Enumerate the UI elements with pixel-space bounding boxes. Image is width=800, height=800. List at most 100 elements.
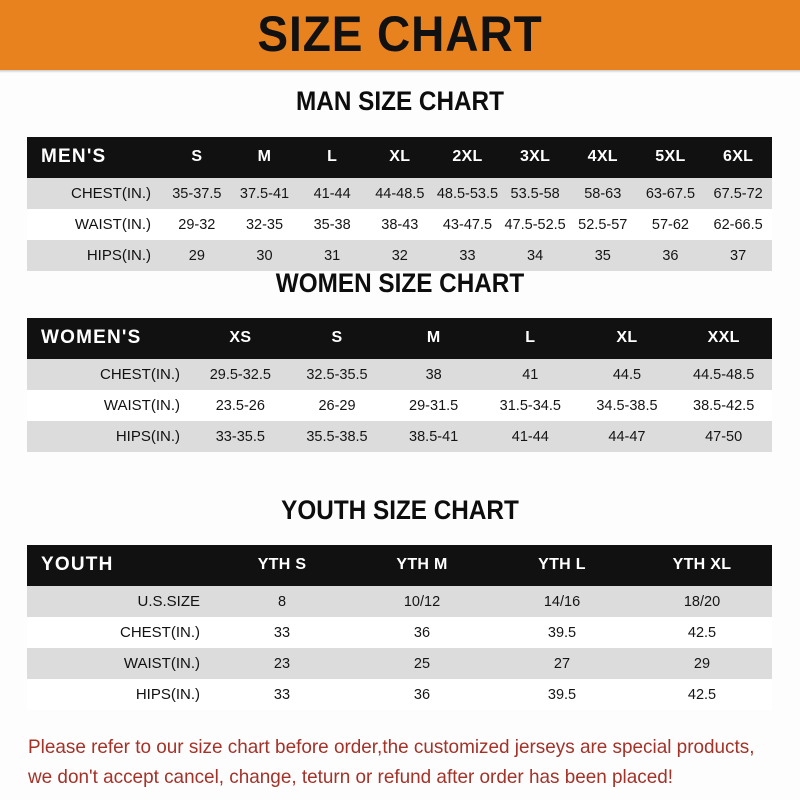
women-size-column-header: XL xyxy=(616,329,638,346)
men-measurement-value: 29 xyxy=(188,247,205,264)
men-measurement-value: 53.5-58 xyxy=(510,185,560,202)
women-size-column-header: L xyxy=(525,329,536,346)
women-measurement-value: 26-29 xyxy=(318,397,356,414)
women-measurement-value: 38 xyxy=(425,366,442,383)
women-measurement-value: 41 xyxy=(522,366,539,383)
men-size-column-header: 6XL xyxy=(723,148,754,165)
youth-header-row: YOUTH YTH S YTH M YTH L YTH XL xyxy=(27,545,772,586)
youth-measurement-value: 23 xyxy=(273,655,291,672)
table-row: CHEST(IN.) 29.5-32.5 32.5-35.5 38 41 44.5 44.5… xyxy=(27,359,772,390)
men-size-column-header: S xyxy=(191,148,203,165)
women-size-table: WOMEN'S XS S M L XL XXL CHEST(IN.) 29.5-32.5 32.5… xyxy=(27,318,772,452)
men-header-label: MEN'S xyxy=(41,146,107,167)
page-title: SIZE CHART xyxy=(257,6,543,62)
men-measurement-value: 43-47.5 xyxy=(442,216,493,233)
men-measurement-value: 32 xyxy=(391,247,408,264)
men-size-column-header: 2XL xyxy=(452,148,483,165)
men-measurement-value: 63-67.5 xyxy=(645,185,696,202)
women-size-column-header: XXL xyxy=(707,329,740,346)
men-measurement-value: 32-35 xyxy=(245,216,284,233)
men-measurement-value: 37 xyxy=(730,247,747,264)
men-measurement-value: 48.5-53.5 xyxy=(436,185,499,202)
men-measurement-label: CHEST(IN.) xyxy=(71,185,151,202)
youth-measurement-value: 42.5 xyxy=(687,624,717,641)
men-measurement-value: 31 xyxy=(324,247,341,264)
men-measurement-value: 35-38 xyxy=(313,216,351,233)
footer-line-2: we don't accept cancel, change, teturn o… xyxy=(28,766,674,788)
table-row: HIPS(IN.) 29 30 31 32 33 34 35 36 37 xyxy=(27,240,772,271)
men-measurement-label: HIPS(IN.) xyxy=(86,247,151,264)
women-measurement-value: 35.5-38.5 xyxy=(306,428,368,445)
youth-measurement-value: 29 xyxy=(693,655,711,672)
youth-measurement-value: 25 xyxy=(413,655,431,672)
youth-measurement-value: 36 xyxy=(413,624,431,641)
women-measurement-value: 29-31.5 xyxy=(409,397,459,414)
table-row: WAIST(IN.) 29-32 32-35 35-38 38-43 43-47.5 47.… xyxy=(27,209,772,240)
women-measurement-value: 32.5-35.5 xyxy=(306,366,368,383)
table-row: WAIST(IN.) 23 25 27 29 xyxy=(27,648,772,679)
youth-measurement-value: 39.5 xyxy=(547,686,577,703)
women-measurement-value: 33-35.5 xyxy=(215,428,265,445)
men-measurement-value: 44-48.5 xyxy=(375,185,425,202)
women-measurement-label: HIPS(IN.) xyxy=(115,428,180,445)
women-measurement-value: 38.5-41 xyxy=(409,428,459,445)
men-measurement-value: 35 xyxy=(594,247,611,264)
men-size-column-header: L xyxy=(327,148,338,165)
men-measurement-value: 62-66.5 xyxy=(713,216,763,233)
women-section-title: WOMEN SIZE CHART xyxy=(275,268,525,298)
youth-measurement-value: 8 xyxy=(277,593,287,610)
men-measurement-value: 41-44 xyxy=(313,185,351,202)
men-measurement-value: 52.5-57 xyxy=(578,216,628,233)
men-measurement-value: 37.5-41 xyxy=(239,185,290,202)
women-measurement-value: 47-50 xyxy=(705,428,743,445)
men-size-column-header: M xyxy=(257,148,272,165)
women-header-row: WOMEN'S XS S M L XL XXL xyxy=(27,318,772,359)
men-section-title: MAN SIZE CHART xyxy=(296,86,504,116)
women-measurement-value: 23.5-26 xyxy=(215,397,265,414)
men-measurement-value: 47.5-52.5 xyxy=(504,216,566,233)
youth-measurement-value: 42.5 xyxy=(687,686,717,703)
men-header-row: MEN'S S M L XL 2XL 3XL 4XL 5XL 6XL xyxy=(27,137,772,178)
youth-measurement-label: CHEST(IN.) xyxy=(120,624,200,641)
page-banner: SIZE CHART xyxy=(0,0,800,70)
men-measurement-label: WAIST(IN.) xyxy=(74,216,151,233)
table-row: CHEST(IN.) 33 36 39.5 42.5 xyxy=(27,617,772,648)
women-measurement-value: 44-47 xyxy=(608,428,646,445)
youth-size-table: YOUTH YTH S YTH M YTH L YTH XL U.S.SIZE 8 10/12… xyxy=(27,545,772,710)
youth-measurement-value: 27 xyxy=(553,655,571,672)
women-measurement-value: 34.5-38.5 xyxy=(596,397,658,414)
youth-measurement-value: 39.5 xyxy=(547,624,577,641)
men-measurement-value: 33 xyxy=(459,247,476,264)
women-measurement-value: 44.5-48.5 xyxy=(693,366,755,383)
youth-header-label: YOUTH xyxy=(41,554,114,575)
men-measurement-value: 57-62 xyxy=(651,216,689,233)
youth-measurement-value: 33 xyxy=(273,686,291,703)
women-size-column-header: M xyxy=(426,329,441,346)
women-measurement-value: 38.5-42.5 xyxy=(693,397,755,414)
women-measurement-label: WAIST(IN.) xyxy=(103,397,180,414)
men-size-column-header: 5XL xyxy=(655,148,686,165)
women-measurement-value: 44.5 xyxy=(612,366,642,383)
youth-measurement-label: HIPS(IN.) xyxy=(135,686,200,703)
footer-disclaimer: Please refer to our size chart before or… xyxy=(28,732,754,792)
youth-measurement-value: 14/16 xyxy=(543,593,581,610)
women-measurement-value: 31.5-34.5 xyxy=(499,397,561,414)
footer-line-1: Please refer to our size chart before or… xyxy=(28,736,755,758)
banner-shadow xyxy=(0,70,800,73)
men-measurement-value: 58-63 xyxy=(584,185,622,202)
youth-size-column-header: YTH L xyxy=(538,556,586,573)
youth-size-column-header: YTH XL xyxy=(672,556,732,573)
women-header-label: WOMEN'S xyxy=(41,327,142,348)
men-size-table: MEN'S S M L XL 2XL 3XL 4XL 5XL 6XL CHEST(IN.) 35-37… xyxy=(27,137,772,271)
men-size-column-header: 3XL xyxy=(519,148,551,165)
youth-measurement-value: 18/20 xyxy=(683,593,721,610)
youth-section-title: YOUTH SIZE CHART xyxy=(281,495,519,525)
women-size-column-header: XS xyxy=(229,329,252,346)
men-measurement-value: 67.5-72 xyxy=(713,185,763,202)
youth-measurement-label: WAIST(IN.) xyxy=(123,655,200,672)
table-row: HIPS(IN.) 33-35.5 35.5-38.5 38.5-41 41-44 44-… xyxy=(27,421,772,452)
table-row: WAIST(IN.) 23.5-26 26-29 29-31.5 31.5-34.5 34… xyxy=(27,390,772,421)
table-row: CHEST(IN.) 35-37.5 37.5-41 41-44 44-48.5 48.5… xyxy=(27,178,772,209)
youth-measurement-value: 33 xyxy=(273,624,291,641)
